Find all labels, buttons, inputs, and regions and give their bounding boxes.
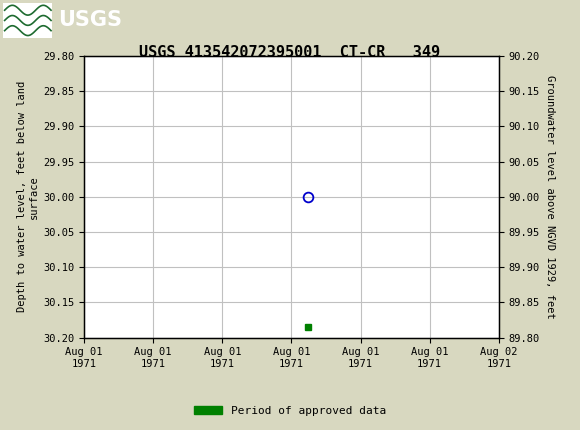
Bar [3, 3, 52, 37]
Text: USGS: USGS [58, 10, 122, 31]
Y-axis label: Depth to water level, feet below land
surface: Depth to water level, feet below land su… [17, 81, 39, 312]
Legend: Period of approved data: Period of approved data [190, 401, 390, 420]
Y-axis label: Groundwater level above NGVD 1929, feet: Groundwater level above NGVD 1929, feet [545, 75, 555, 319]
Text: USGS 413542072395001  CT-CR   349: USGS 413542072395001 CT-CR 349 [139, 45, 441, 60]
